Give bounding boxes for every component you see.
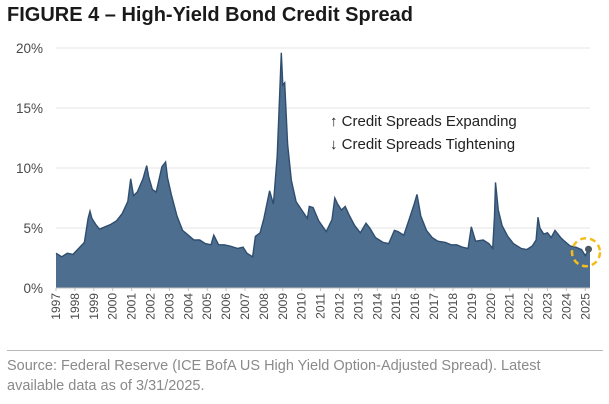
x-tick-label: 2006 xyxy=(219,293,233,320)
x-tick-label: 2005 xyxy=(200,293,214,320)
source-note: Source: Federal Reserve (ICE BofA US Hig… xyxy=(7,358,541,394)
y-tick-label: 20% xyxy=(16,41,43,56)
x-tick-label: 2009 xyxy=(276,293,290,320)
x-tick-label: 2004 xyxy=(181,293,195,320)
y-tick-label: 0% xyxy=(23,281,43,296)
chart-title: FIGURE 4 – High-Yield Bond Credit Spread xyxy=(7,4,413,26)
x-tick-label: 2000 xyxy=(106,293,120,320)
x-tick-label: 1998 xyxy=(68,293,82,320)
latest-highlight-circle xyxy=(570,236,602,268)
x-tick-label: 2013 xyxy=(351,293,365,320)
x-tick-label: 1997 xyxy=(49,293,63,320)
x-tick-label: 2002 xyxy=(144,293,158,320)
x-tick-label: 2003 xyxy=(162,293,176,320)
x-tick-label: 2019 xyxy=(465,293,479,320)
latest-data-point xyxy=(585,245,592,253)
chart-area: 0% 5% 10% 15% 20% 1997 1998 1999 2000 2001 2002 20… xyxy=(16,41,602,320)
x-tick-label: 2021 xyxy=(503,293,517,320)
y-tick-label: 15% xyxy=(16,101,43,116)
spread-area xyxy=(56,52,590,288)
x-axis-ticks: 1997 1998 1999 2000 2001 2002 2003 2004 2005 2006… xyxy=(49,288,592,320)
x-tick-label: 2022 xyxy=(522,293,536,320)
y-tick-label: 10% xyxy=(16,161,43,176)
x-tick-label: 2023 xyxy=(540,293,554,320)
spread-line xyxy=(55,52,591,258)
x-tick-label: 2008 xyxy=(257,293,271,320)
x-tick-label: 2010 xyxy=(295,293,309,320)
x-tick-label: 2016 xyxy=(408,293,422,320)
x-tick-label: 2001 xyxy=(125,293,139,320)
x-tick-label: 2020 xyxy=(484,293,498,320)
y-axis-ticks: 0% 5% 10% 15% 20% xyxy=(16,41,43,296)
x-tick-label: 2014 xyxy=(370,293,384,320)
x-tick-label: 2025 xyxy=(578,293,592,320)
y-tick-label: 5% xyxy=(23,221,43,236)
annotation-expanding: ↑ Credit Spreads Expanding xyxy=(330,113,517,130)
x-tick-label: 2012 xyxy=(333,293,347,320)
x-tick-label: 2011 xyxy=(314,293,328,319)
x-tick-label: 2007 xyxy=(238,293,252,320)
x-tick-label: 2024 xyxy=(559,293,573,320)
x-tick-label: 1999 xyxy=(87,293,101,320)
x-tick-label: 2017 xyxy=(427,293,441,320)
footer-divider xyxy=(7,350,603,351)
x-tick-label: 2015 xyxy=(389,293,403,320)
annotation-tightening: ↓ Credit Spreads Tightening xyxy=(330,136,515,153)
x-tick-label: 2018 xyxy=(446,293,460,320)
